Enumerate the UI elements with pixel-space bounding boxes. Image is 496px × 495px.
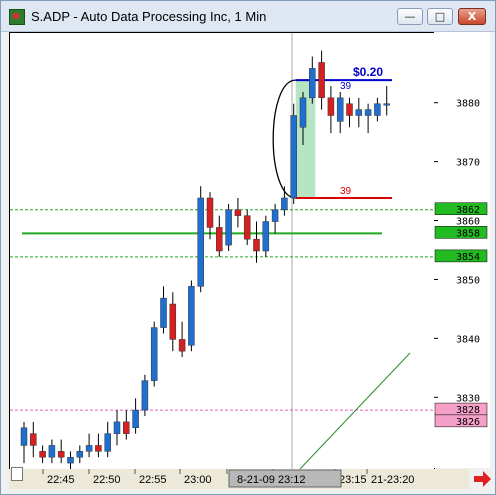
price-tick-label: 3860 <box>456 217 480 228</box>
candle-body <box>30 433 37 446</box>
candle-body <box>281 197 288 211</box>
trend-line <box>299 352 411 469</box>
time-label: 22:55 <box>139 474 167 486</box>
close-button[interactable]: X <box>458 8 486 25</box>
time-label: 23:15 <box>339 474 367 486</box>
candle-body <box>374 103 381 116</box>
candle-body <box>113 421 121 434</box>
candle-body <box>123 421 130 434</box>
scroll-left-button[interactable] <box>11 467 23 481</box>
candle-body <box>169 303 177 340</box>
candle-body <box>206 197 214 228</box>
minimize-button[interactable]: — <box>397 8 423 25</box>
scroll-right-arrow-icon[interactable] <box>471 469 493 489</box>
price-box <box>434 226 488 239</box>
candle-body <box>150 327 158 381</box>
candle-body <box>318 62 325 99</box>
candle-body <box>309 68 316 99</box>
candle-body <box>104 433 111 452</box>
candle-body <box>290 115 297 199</box>
price-box-label: 3826 <box>456 417 480 428</box>
restore-button[interactable]: □ <box>427 8 453 25</box>
price-tick-label: 3840 <box>456 334 480 345</box>
candle-body <box>197 197 204 287</box>
minimize-icon: — <box>404 10 416 23</box>
time-axis-svg: 22:4522:5022:5523:0023:0523:1023:1521-23… <box>42 469 414 488</box>
measure-price-label: $0.20 <box>353 65 383 79</box>
candle-body <box>20 427 28 446</box>
price-box <box>434 249 488 263</box>
candle-body <box>299 97 307 128</box>
price-tick-label: 3850 <box>456 275 480 286</box>
candle-body <box>178 339 186 352</box>
candle-body <box>355 109 363 116</box>
price-axis-svg: 3880 3870 3860 3850 3840 3830 3862 3858 3854 3828… <box>434 99 488 428</box>
candle-body <box>225 209 232 246</box>
time-label: 22:50 <box>93 474 121 486</box>
candle-body <box>76 451 84 458</box>
candle-body <box>188 286 195 346</box>
top-bar-count-label: 39 <box>340 81 352 92</box>
candle-body <box>141 380 149 411</box>
candle-body <box>67 456 74 464</box>
measure-bracket <box>272 79 296 199</box>
candle-body <box>160 297 167 328</box>
time-label: 21-23:20 <box>371 474 414 486</box>
price-axis[interactable]: 3880 3870 3860 3850 3840 3830 3862 3858 3854 3828… <box>434 32 490 468</box>
chart-app-icon <box>9 9 25 25</box>
candle-body <box>243 215 251 240</box>
candle-body <box>48 445 56 458</box>
price-chart[interactable]: $0.20 39 39 <box>9 32 435 470</box>
time-axis[interactable]: 22:4522:5022:5523:0023:0523:1023:1521-23… <box>9 469 469 489</box>
price-box-label: 3858 <box>456 228 480 239</box>
candle-body <box>85 445 93 452</box>
bottom-bar-count-label: 39 <box>340 186 352 197</box>
price-tick-label: 3830 <box>456 393 480 404</box>
candle-body <box>57 451 65 458</box>
candle-body <box>39 451 46 458</box>
candle-body <box>216 227 223 252</box>
cursor-time-label: 8-21-09 23:12 <box>237 474 306 486</box>
candle-body <box>364 109 372 116</box>
title-bar[interactable]: S.ADP - Auto Data Processing Inc, 1 Min … <box>1 1 495 32</box>
price-box-label: 3862 <box>456 205 480 216</box>
price-box <box>434 202 488 216</box>
time-label: 22:45 <box>47 474 75 486</box>
candle-body <box>253 238 260 252</box>
candle-body <box>336 97 344 122</box>
time-label: 23:00 <box>184 474 212 486</box>
candle-body <box>234 209 242 216</box>
candle-body <box>132 409 139 429</box>
window-title: S.ADP - Auto Data Processing Inc, 1 Min <box>31 9 267 24</box>
candle-body <box>346 103 353 116</box>
price-box <box>434 414 488 428</box>
price-tick-label: 3880 <box>456 99 480 110</box>
candle-body <box>271 209 279 222</box>
candle-body <box>95 445 102 452</box>
cursor-time-box <box>228 469 342 488</box>
close-icon: X <box>467 10 477 23</box>
candle-body <box>262 221 270 252</box>
price-box-label: 3854 <box>456 252 480 263</box>
restore-icon: □ <box>434 10 446 23</box>
price-tick-label: 3870 <box>456 158 480 169</box>
price-box-label: 3828 <box>456 405 480 416</box>
candle-body <box>383 103 390 106</box>
candle-body <box>327 97 335 116</box>
